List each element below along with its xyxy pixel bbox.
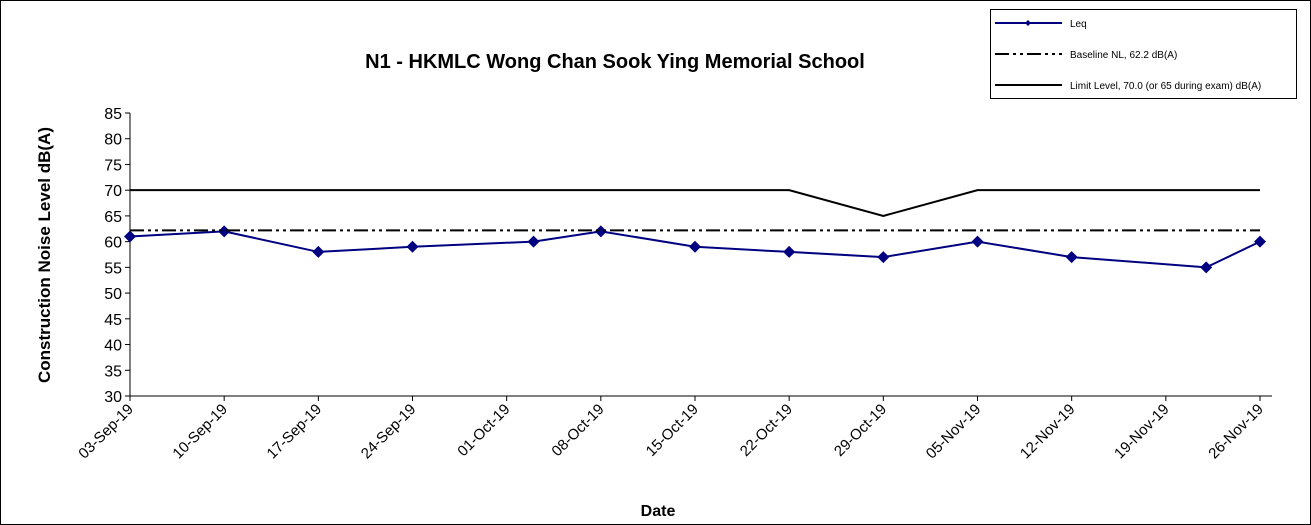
y-tick-label: 70 [104,183,122,200]
legend-label: Baseline NL, 62.2 dB(A) [1070,50,1177,61]
legend-label: Limit Level, 70.0 (or 65 during exam) dB… [1070,81,1261,92]
marker [312,245,325,258]
marker [527,235,540,248]
y-tick-label: 75 [104,157,122,174]
y-tick-label: 55 [104,260,122,277]
y-tick-label: 60 [104,235,122,252]
y-tick-label: 40 [104,338,122,355]
chart-title: N1 - HKMLC Wong Chan Sook Ying Memorial … [365,51,865,73]
marker [971,235,984,248]
y-axis-label: Construction Noise Level dB(A) [35,127,54,383]
marker [877,251,890,264]
marker [406,240,419,253]
y-tick-label: 35 [104,363,122,380]
y-tick-label: 45 [104,312,122,329]
marker [689,240,701,253]
y-tick-label: 50 [104,286,122,303]
marker [783,245,796,258]
marker [1200,261,1213,274]
y-tick-label: 30 [104,389,122,406]
y-tick-label: 80 [104,132,122,149]
marker [218,225,231,238]
marker [1254,235,1266,248]
marker [124,230,136,243]
series-line [130,189,1260,217]
marker [594,225,607,238]
legend-marker [1025,20,1031,26]
marker [1065,251,1078,264]
y-tick-label: 65 [104,209,122,226]
legend-box [990,9,1297,99]
legend-label: Leq [1070,19,1087,30]
x-axis-label: Date [641,503,676,520]
y-tick-label: 85 [104,106,122,123]
